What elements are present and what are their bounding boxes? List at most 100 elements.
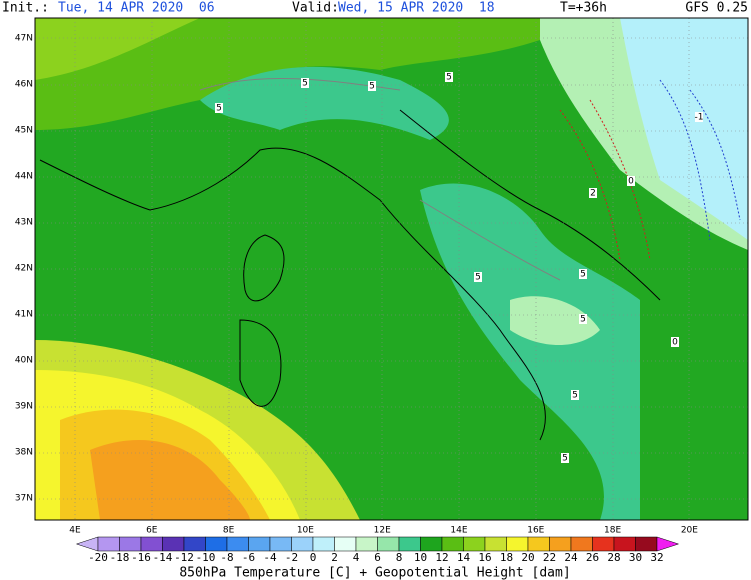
init-time: Tue, 14 APR 2020 06 bbox=[58, 1, 215, 16]
model-name: GFS 0.25 bbox=[685, 1, 748, 16]
colorbar-label: 26 bbox=[586, 551, 599, 564]
contour-label: 5 bbox=[580, 270, 586, 280]
colorbar-box bbox=[441, 536, 464, 552]
contour-label-bg bbox=[589, 188, 597, 198]
colorbar-box bbox=[549, 536, 572, 552]
lat-label: 42N bbox=[15, 264, 33, 274]
colorbar-label: -18 bbox=[110, 551, 130, 564]
contour-label-bg bbox=[671, 337, 679, 347]
contour-label: -1 bbox=[695, 113, 704, 123]
lat-label: 45N bbox=[15, 126, 33, 136]
colorbar-box bbox=[355, 536, 378, 552]
contour-label: 0 bbox=[628, 177, 634, 187]
contour-label-bg bbox=[368, 81, 376, 91]
colorbar-label: 14 bbox=[457, 551, 471, 564]
contour-label: 5 bbox=[302, 79, 308, 89]
contour-label-bg bbox=[561, 453, 569, 463]
colorbar-box bbox=[484, 536, 507, 552]
colorbar-box bbox=[592, 536, 615, 552]
colorbar-label: 32 bbox=[650, 551, 663, 564]
colorbar-label: 28 bbox=[607, 551, 620, 564]
colorbar-box bbox=[506, 536, 529, 552]
contour-label: 0 bbox=[672, 338, 678, 348]
contour-label: 5 bbox=[446, 73, 452, 83]
colorbar-label: 22 bbox=[543, 551, 556, 564]
colorbar-label: 16 bbox=[478, 551, 491, 564]
lat-label: 37N bbox=[15, 494, 33, 504]
colorbar-label: 4 bbox=[353, 551, 360, 564]
contour-label-bg bbox=[445, 72, 453, 82]
colorbar-label: 0 bbox=[310, 551, 317, 564]
colorbar-label: -4 bbox=[263, 551, 277, 564]
colorbar-box bbox=[398, 536, 421, 552]
colorbar-box bbox=[527, 536, 550, 552]
colorbar-label: -20 bbox=[88, 551, 108, 564]
contour-label-bg bbox=[474, 272, 482, 282]
map bbox=[35, 18, 748, 520]
caption: 850hPa Temperature [C] + Geopotential He… bbox=[179, 566, 570, 580]
colorbar-box bbox=[183, 536, 206, 552]
map-frame bbox=[34, 17, 749, 521]
colorbar-box bbox=[334, 536, 357, 552]
lead-time: T=+36h bbox=[560, 1, 607, 16]
contour-label: 5 bbox=[572, 391, 578, 401]
colorbar-label: 10 bbox=[414, 551, 427, 564]
lon-label: 4E bbox=[69, 526, 81, 536]
colorbar-label: 18 bbox=[500, 551, 513, 564]
colorbar-label: 20 bbox=[521, 551, 534, 564]
colorbar-label: -14 bbox=[153, 551, 173, 564]
colorbar-box bbox=[248, 536, 271, 552]
colorbar-box bbox=[140, 536, 163, 552]
dynamic: 47N 46N 45N 44N 43N 42N 41N 40N 39N 38N 37N 4E 6E 8E 1… bbox=[15, 34, 704, 565]
colorbar-box bbox=[269, 536, 292, 552]
colorbar-label: -8 bbox=[220, 551, 233, 564]
colorbar-box bbox=[613, 536, 636, 552]
contour-label-bg bbox=[301, 78, 309, 88]
lat-label: 41N bbox=[15, 310, 33, 320]
colorbar-label: -10 bbox=[196, 551, 216, 564]
colorbar-end bbox=[656, 536, 680, 552]
lat-label: 47N bbox=[15, 34, 33, 44]
contour-label-bg bbox=[579, 314, 587, 324]
colorbar-box bbox=[377, 536, 400, 552]
colorbar-label: -16 bbox=[131, 551, 151, 564]
lon-label: 6E bbox=[146, 526, 158, 536]
colorbar-box bbox=[463, 536, 486, 552]
colorbar-box bbox=[312, 536, 335, 552]
lon-label: 12E bbox=[374, 526, 391, 536]
lon-label: 20E bbox=[681, 526, 698, 536]
colorbar-box bbox=[97, 536, 120, 552]
lon-label: 18E bbox=[604, 526, 621, 536]
colorbar-box bbox=[570, 536, 593, 552]
lat-label: 38N bbox=[15, 448, 33, 458]
colorbar-label: -2 bbox=[285, 551, 298, 564]
lat-label: 46N bbox=[15, 80, 33, 90]
colorbar-box bbox=[226, 536, 249, 552]
colorbar-end bbox=[75, 536, 99, 552]
colorbar-label: 24 bbox=[564, 551, 578, 564]
colorbar-box bbox=[205, 536, 228, 552]
colorbar-label: 6 bbox=[374, 551, 381, 564]
lon-label: 8E bbox=[223, 526, 235, 536]
contour-label: 5 bbox=[475, 273, 481, 283]
valid-label: Valid: bbox=[292, 1, 339, 16]
lat-label: 43N bbox=[15, 218, 33, 228]
init-label: Init.: bbox=[2, 1, 49, 16]
colorbar-box bbox=[635, 536, 658, 552]
lat-label: 39N bbox=[15, 402, 33, 412]
contour-label: 5 bbox=[580, 315, 586, 325]
lon-label: 10E bbox=[297, 526, 314, 536]
colorbar-label: 2 bbox=[331, 551, 338, 564]
contour-label-bg bbox=[695, 112, 703, 122]
colorbar-label: -6 bbox=[242, 551, 255, 564]
contour-label-bg bbox=[627, 176, 635, 186]
colorbar-label: 8 bbox=[396, 551, 403, 564]
contour-label: 5 bbox=[216, 104, 222, 114]
contour-label-bg bbox=[215, 103, 223, 113]
contour-label: 5 bbox=[369, 82, 375, 92]
colorbar-label: 12 bbox=[435, 551, 448, 564]
contour-label-bg bbox=[571, 390, 579, 400]
contour-label: 2 bbox=[590, 189, 596, 199]
lat-label: 44N bbox=[15, 172, 33, 182]
